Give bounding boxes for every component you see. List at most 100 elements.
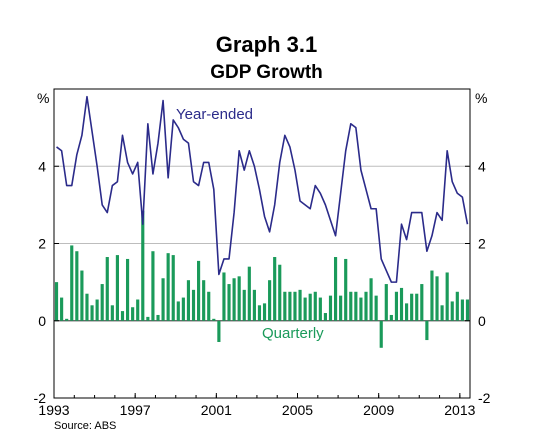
quarterly-bar <box>217 320 221 342</box>
quarterly-bar <box>80 270 84 321</box>
quarterly-bar <box>65 318 69 321</box>
quarterly-bar <box>202 280 206 321</box>
quarterly-bar <box>333 257 338 321</box>
quarterly-bar <box>354 291 358 321</box>
quarterly-bar <box>374 295 378 321</box>
quarterly-bar <box>465 299 470 321</box>
series-label-quarterly: Quarterly <box>262 325 324 342</box>
quarterly-bar <box>151 251 155 321</box>
quarterly-bar <box>176 301 180 321</box>
quarterly-bar <box>308 293 312 321</box>
quarterly-bar <box>430 270 434 321</box>
quarterly-bar <box>227 284 231 321</box>
y-tick-label-left: 0 <box>38 313 46 329</box>
y-tick-label-right: 2 <box>478 236 486 252</box>
quarterly-bar <box>440 305 444 321</box>
quarterly-bar <box>273 257 277 321</box>
quarterly-bar <box>268 280 272 321</box>
quarterly-bar <box>445 272 449 321</box>
quarterly-bar <box>389 314 393 321</box>
quarterly-bar <box>191 289 196 321</box>
quarterly-bar <box>405 303 409 321</box>
quarterly-bar <box>90 305 94 321</box>
quarterly-bar <box>131 307 135 321</box>
quarterly-bar <box>186 280 191 321</box>
x-tick-label: 2001 <box>201 402 232 418</box>
quarterly-bar <box>379 320 383 348</box>
x-tick-label: 1993 <box>38 402 69 418</box>
quarterly-bar <box>247 266 251 321</box>
quarterly-bar <box>450 301 454 321</box>
y-tick-label-left: 4 <box>38 158 46 174</box>
x-tick-label: 2005 <box>282 402 313 418</box>
quarterly-bar <box>105 257 109 321</box>
x-tick-label: 2013 <box>444 402 475 418</box>
quarterly-bar <box>359 297 363 321</box>
quarterly-bar <box>283 291 287 321</box>
quarterly-bar <box>237 276 241 321</box>
quarterly-bar <box>141 210 145 321</box>
quarterly-bar <box>242 289 246 321</box>
quarterly-bar <box>54 282 59 321</box>
quarterly-bar <box>181 297 185 321</box>
quarterly-bars <box>54 210 470 348</box>
quarterly-bar <box>425 320 429 341</box>
x-tick-label: 1997 <box>120 402 151 418</box>
quarterly-bar <box>232 278 236 321</box>
quarterly-bar <box>384 284 388 321</box>
quarterly-bar <box>257 305 262 321</box>
quarterly-bar <box>399 287 404 321</box>
quarterly-bar <box>120 311 125 321</box>
quarterly-bar <box>344 258 348 321</box>
quarterly-bar <box>420 284 424 321</box>
x-tick-label: 2009 <box>363 402 394 418</box>
quarterly-bar <box>364 291 368 321</box>
quarterly-bar <box>222 272 226 321</box>
year-ended-line-group <box>56 95 469 283</box>
quarterly-bar <box>455 291 459 321</box>
quarterly-bar <box>212 318 216 321</box>
quarterly-bar <box>70 245 74 321</box>
chart-title: Graph 3.1 <box>215 32 318 57</box>
quarterly-bar <box>323 313 327 321</box>
quarterly-bar <box>313 291 317 321</box>
quarterly-bar <box>110 305 114 321</box>
quarterly-bar <box>136 299 140 321</box>
quarterly-bar <box>394 291 399 321</box>
quarterly-bar <box>278 264 282 321</box>
quarterly-bar <box>262 303 267 321</box>
quarterly-bar <box>207 291 211 321</box>
source-note: Source: ABS <box>54 420 117 432</box>
quarterly-bar <box>460 299 464 321</box>
y-tick-label-right: -2 <box>478 390 491 406</box>
y-tick-label-right: 4 <box>478 158 486 174</box>
quarterly-bar <box>85 293 89 321</box>
quarterly-bar <box>100 284 104 321</box>
quarterly-bar <box>115 255 119 321</box>
quarterly-bar <box>171 255 175 321</box>
y-axis-unit-left: % <box>37 90 49 106</box>
chart-subtitle: GDP Growth <box>210 62 323 83</box>
quarterly-bar <box>318 297 322 321</box>
quarterly-bar <box>75 251 79 321</box>
y-tick-label-left: 2 <box>38 236 46 252</box>
quarterly-bar <box>328 295 333 321</box>
quarterly-bar <box>125 258 130 321</box>
quarterly-bar <box>293 291 297 321</box>
year-ended-line <box>56 95 469 283</box>
quarterly-bar <box>298 289 302 321</box>
quarterly-bar <box>156 314 160 321</box>
quarterly-bar <box>60 297 64 321</box>
quarterly-bar <box>95 299 99 321</box>
quarterly-bar <box>415 293 419 321</box>
y-tick-label-right: 0 <box>478 313 486 329</box>
quarterly-bar <box>161 278 165 321</box>
quarterly-bar <box>197 260 201 321</box>
axis-labels: -2 -2 0 0 2 2 4 4 1993 1997 2001 2005 2009 2013 <box>34 158 491 418</box>
quarterly-bar <box>369 278 373 321</box>
quarterly-bar <box>146 316 150 321</box>
quarterly-bar <box>303 297 307 321</box>
quarterly-bar <box>410 293 414 321</box>
quarterly-bar <box>166 253 170 321</box>
